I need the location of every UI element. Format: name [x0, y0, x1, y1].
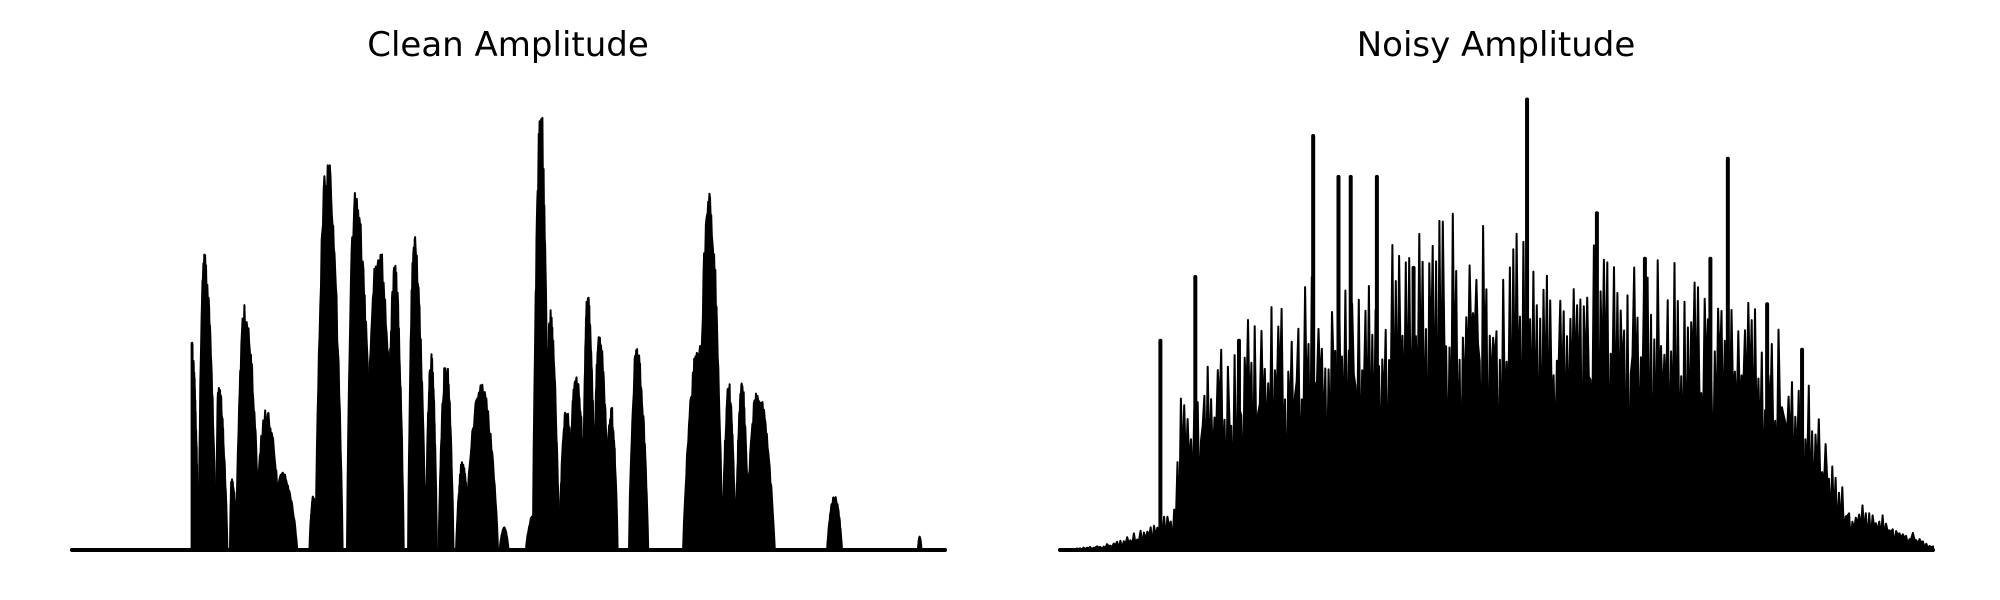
clean-burst-1 — [197, 253, 217, 551]
clean-burst-0 — [190, 341, 200, 551]
left-chart-panel: Clean Amplitude — [70, 25, 947, 552]
left-plot-area — [70, 116, 947, 552]
clean-burst-19 — [531, 116, 550, 551]
clean-burst-31 — [745, 392, 776, 551]
clean-burst-6 — [267, 471, 299, 551]
clean-burst-29 — [721, 383, 737, 551]
clean-burst-17 — [498, 526, 510, 551]
clean-burst-16 — [463, 383, 499, 551]
clean-burst-23 — [581, 296, 597, 551]
clean-burst-4 — [235, 304, 261, 551]
clean-burst-8 — [314, 164, 344, 551]
right-chart-panel: Noisy Amplitude — [1058, 25, 1935, 552]
clean-burst-33 — [916, 535, 923, 551]
clean-burst-28 — [697, 192, 724, 551]
clean-burst-14 — [437, 367, 455, 551]
noisy-amplitude-area — [1059, 212, 1934, 551]
clean-burst-11 — [385, 264, 405, 551]
right-chart-title: Noisy Amplitude — [1357, 25, 1636, 65]
clean-burst-12 — [407, 236, 427, 551]
clean-burst-25 — [603, 407, 619, 551]
clean-burst-30 — [734, 382, 750, 551]
clean-burst-32 — [826, 496, 843, 551]
clean-burst-13 — [424, 353, 438, 551]
clean-burst-2 — [215, 387, 229, 551]
left-chart-title: Clean Amplitude — [367, 25, 649, 65]
right-plot-area — [1058, 97, 1935, 552]
clean-burst-20 — [545, 309, 561, 551]
clean-burst-26 — [628, 348, 650, 551]
